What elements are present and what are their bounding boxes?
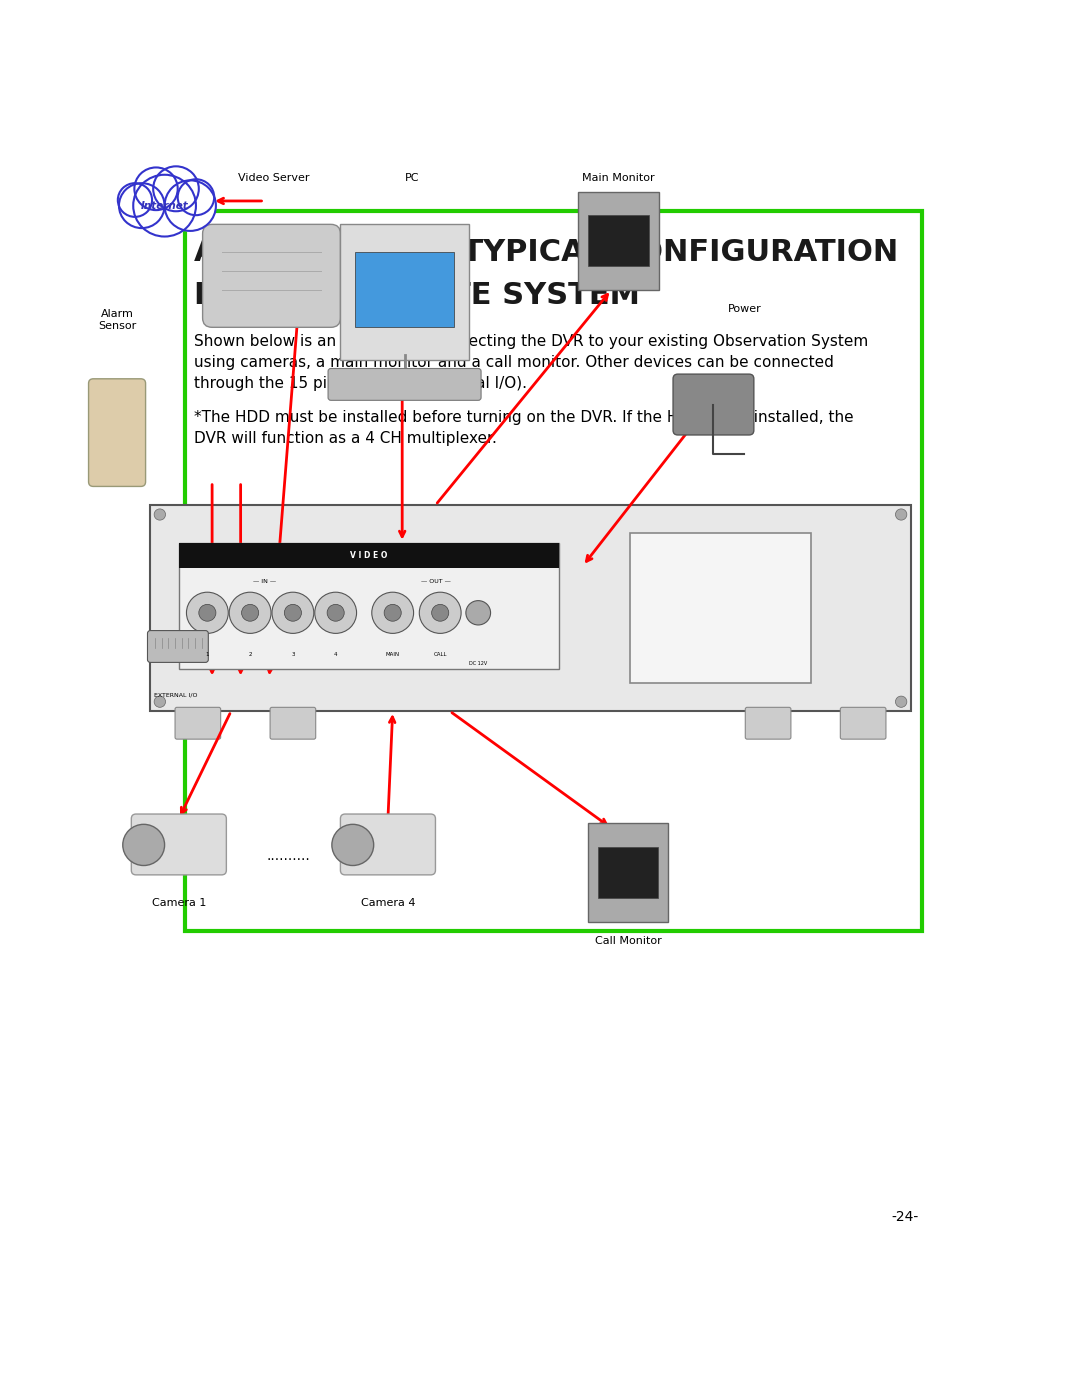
Circle shape	[432, 605, 449, 622]
Circle shape	[272, 592, 314, 633]
FancyBboxPatch shape	[179, 542, 559, 669]
FancyBboxPatch shape	[203, 225, 340, 327]
Circle shape	[123, 824, 164, 866]
Circle shape	[164, 180, 216, 231]
FancyBboxPatch shape	[354, 253, 455, 327]
FancyBboxPatch shape	[340, 225, 469, 360]
Circle shape	[419, 592, 461, 633]
FancyBboxPatch shape	[588, 215, 649, 267]
Circle shape	[178, 179, 214, 215]
Circle shape	[332, 824, 374, 866]
Text: Internet: Internet	[140, 201, 189, 211]
FancyBboxPatch shape	[179, 542, 559, 567]
Text: 1: 1	[205, 652, 210, 658]
Circle shape	[118, 183, 152, 217]
Text: 3: 3	[292, 652, 295, 658]
Circle shape	[229, 592, 271, 633]
Text: Video Server: Video Server	[238, 173, 310, 183]
Text: CALL: CALL	[433, 652, 447, 658]
Text: Shown below is an example of connecting the DVR to your existing Observation Sys: Shown below is an example of connecting …	[193, 334, 868, 391]
Text: 4: 4	[334, 652, 337, 658]
FancyBboxPatch shape	[175, 707, 220, 739]
Text: *The HDD must be installed before turning on the DVR. If the HDD is not installe: *The HDD must be installed before turnin…	[193, 409, 853, 446]
Text: APPENDIX #2 – TYPICAL CONFIGURATION: APPENDIX #2 – TYPICAL CONFIGURATION	[193, 237, 897, 267]
Text: Call Monitor: Call Monitor	[594, 936, 661, 946]
Circle shape	[154, 509, 165, 520]
FancyBboxPatch shape	[745, 707, 791, 739]
Text: Camera 4: Camera 4	[361, 898, 415, 908]
FancyBboxPatch shape	[840, 707, 886, 739]
FancyBboxPatch shape	[148, 630, 208, 662]
Text: DC 12V: DC 12V	[469, 661, 487, 666]
Text: Camera 1: Camera 1	[151, 898, 206, 908]
Circle shape	[154, 696, 165, 707]
FancyBboxPatch shape	[132, 814, 227, 875]
FancyBboxPatch shape	[673, 374, 754, 434]
Text: PC: PC	[404, 173, 419, 183]
Circle shape	[242, 605, 259, 622]
FancyBboxPatch shape	[631, 534, 811, 683]
Circle shape	[384, 605, 402, 622]
Circle shape	[327, 605, 345, 622]
Text: -24-: -24-	[891, 1210, 919, 1224]
FancyBboxPatch shape	[598, 847, 658, 898]
Text: 2: 2	[248, 652, 252, 658]
FancyBboxPatch shape	[328, 369, 481, 401]
FancyBboxPatch shape	[89, 379, 146, 486]
Circle shape	[465, 601, 490, 624]
Circle shape	[284, 605, 301, 622]
Circle shape	[895, 509, 907, 520]
Circle shape	[372, 592, 414, 633]
FancyBboxPatch shape	[578, 191, 659, 291]
FancyBboxPatch shape	[150, 506, 910, 711]
Circle shape	[134, 168, 178, 210]
FancyBboxPatch shape	[186, 211, 922, 932]
Text: FOR A COMPLETE SYSTEM: FOR A COMPLETE SYSTEM	[193, 281, 639, 310]
FancyBboxPatch shape	[270, 707, 315, 739]
Circle shape	[133, 175, 195, 236]
Circle shape	[314, 592, 356, 633]
Text: EXTERNAL I/O: EXTERNAL I/O	[154, 693, 198, 697]
FancyBboxPatch shape	[340, 814, 435, 875]
Text: ..........: ..........	[267, 849, 310, 863]
Circle shape	[187, 592, 228, 633]
Circle shape	[153, 166, 199, 211]
Circle shape	[895, 696, 907, 707]
Text: Main Monitor: Main Monitor	[582, 173, 654, 183]
Text: — IN —: — IN —	[253, 580, 276, 584]
Text: V I D E O: V I D E O	[350, 552, 388, 560]
Text: — OUT —: — OUT —	[420, 580, 450, 584]
Text: Alarm
Sensor: Alarm Sensor	[98, 309, 136, 331]
Text: MAIN: MAIN	[386, 652, 400, 658]
Circle shape	[119, 183, 164, 228]
Circle shape	[199, 605, 216, 622]
FancyBboxPatch shape	[588, 823, 669, 922]
Text: Power: Power	[728, 305, 761, 314]
